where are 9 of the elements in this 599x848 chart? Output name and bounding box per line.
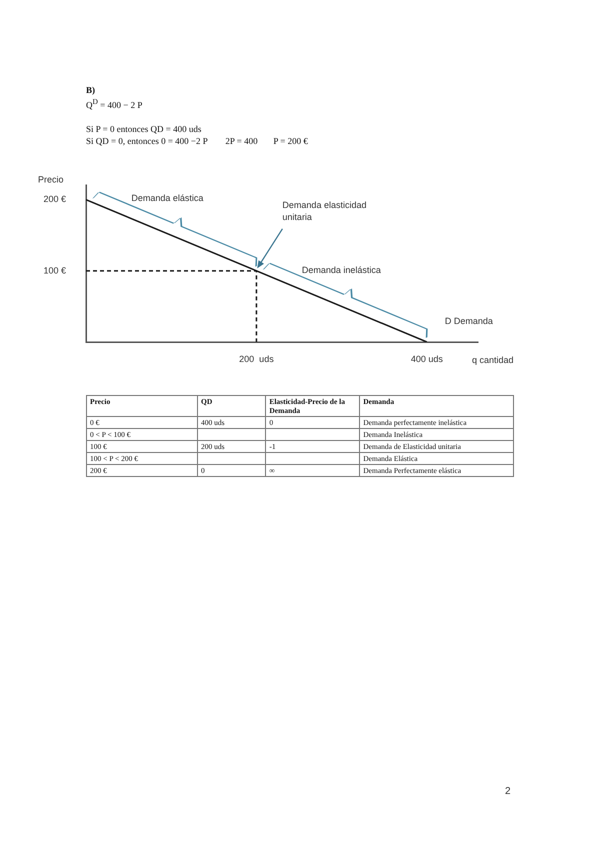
chart-title: B) xyxy=(86,84,96,96)
annotation: Demanda inelástica xyxy=(302,264,381,276)
x-axis-title: q cantidad xyxy=(472,354,514,365)
text: D Demanda xyxy=(444,316,493,326)
annotation: Demanda elástica xyxy=(131,192,204,204)
y-axis-title: Precio xyxy=(38,174,64,184)
text: 2 xyxy=(505,786,511,797)
text: Q$^{D}$ = 400 − 2 P Si P = 0 entonces QD = 400 uds Si QD = 0, entonces 0 = 400 −2 P 2P = 400 P = 200 € xyxy=(86,97,308,146)
annotation: Demanda elasticidad unitaria xyxy=(282,198,368,223)
